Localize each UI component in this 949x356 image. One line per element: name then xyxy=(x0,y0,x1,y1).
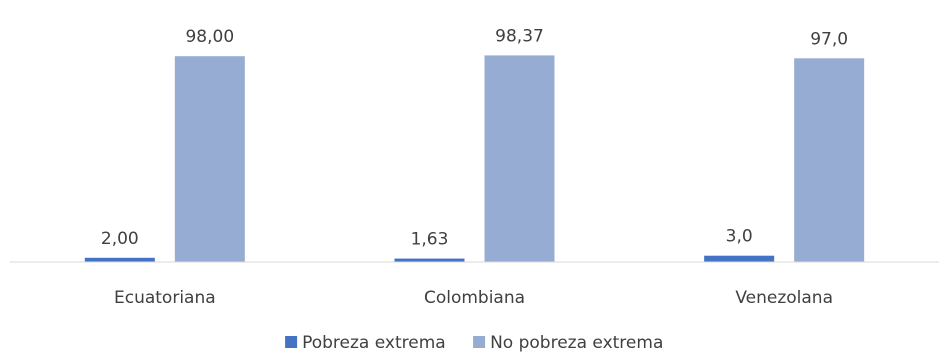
bar-venezolana-no-pobreza-extrema xyxy=(794,58,865,262)
bar-venezolana-pobreza-extrema xyxy=(704,255,775,262)
legend-swatch xyxy=(285,336,298,348)
bar-ecuatoriana-pobreza-extrema xyxy=(84,257,155,262)
bar-colombiana-no-pobreza-extrema xyxy=(484,55,555,262)
data-label-venezolana-pobreza-extrema: 3,0 xyxy=(726,227,753,247)
x-tick-label-venezolana: Venezolana xyxy=(735,288,833,308)
data-label-ecuatoriana-pobreza-extrema: 2,00 xyxy=(101,229,139,249)
legend-label: Pobreza extrema xyxy=(302,333,446,353)
bars-layer xyxy=(84,55,865,263)
data-label-venezolana-no-pobreza-extrema: 97,0 xyxy=(810,29,848,49)
legend-swatch xyxy=(473,336,486,348)
data-labels-layer: 2,00 98,00 1,63 98,37 3,0 97,0 xyxy=(101,26,848,249)
x-tick-label-ecuatoriana: Ecuatoriana xyxy=(114,288,216,308)
bar-ecuatoriana-no-pobreza-extrema xyxy=(174,56,245,263)
legend-item-pobreza-extrema: Pobreza extrema xyxy=(285,333,446,353)
x-tick-label-colombiana: Colombiana xyxy=(424,288,525,308)
data-label-colombiana-pobreza-extrema: 1,63 xyxy=(411,230,449,250)
legend-item-no-pobreza-extrema: No pobreza extrema xyxy=(473,333,663,353)
data-label-ecuatoriana-no-pobreza-extrema: 98,00 xyxy=(185,27,234,47)
x-tick-labels: Ecuatoriana Colombiana Venezolana xyxy=(114,288,833,308)
legend: Pobreza extrema No pobreza extrema xyxy=(285,333,663,353)
bar-colombiana-pobreza-extrema xyxy=(394,258,465,262)
data-label-colombiana-no-pobreza-extrema: 98,37 xyxy=(495,26,544,46)
legend-label: No pobreza extrema xyxy=(490,333,663,353)
